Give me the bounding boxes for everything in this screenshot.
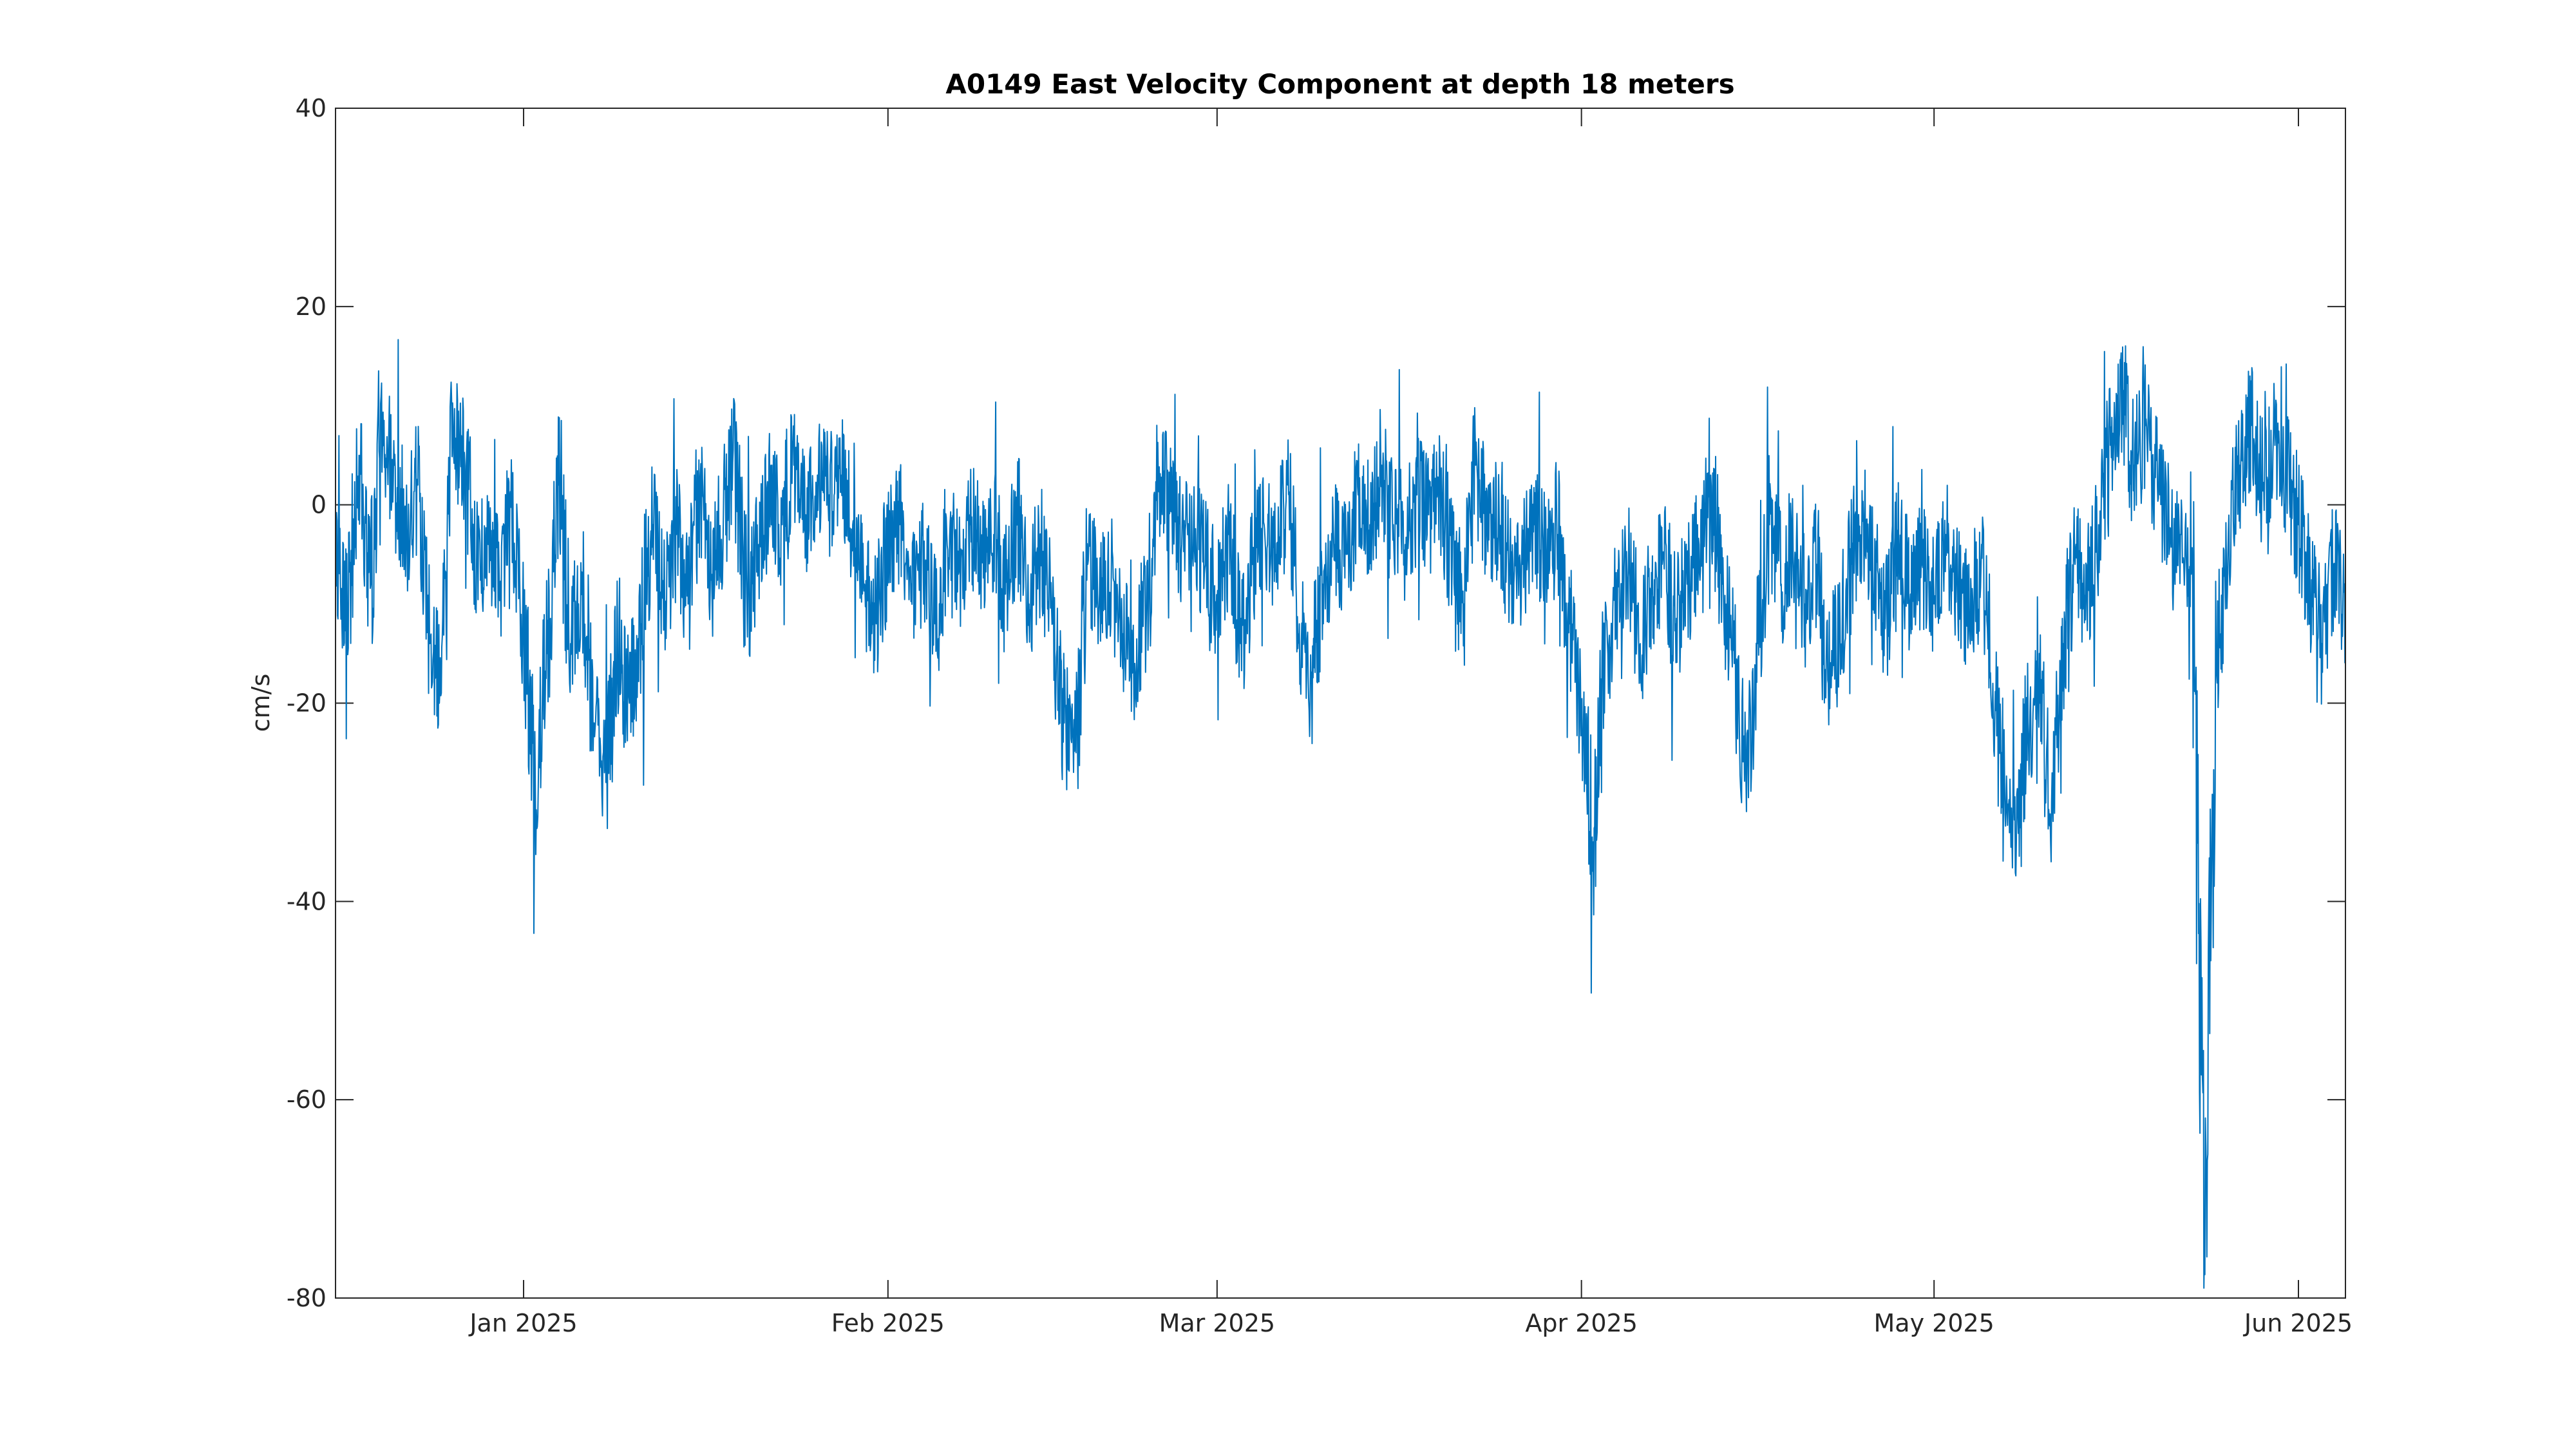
series-line bbox=[335, 339, 2346, 1289]
x-tick-label: Apr 2025 bbox=[1525, 1309, 1638, 1337]
ticks-layer: 40 20 0 -20 -40 -60 -80 Jan 2025 Feb 2025 Mar 202… bbox=[287, 94, 2353, 1337]
x-tick-label: Mar 2025 bbox=[1159, 1309, 1275, 1337]
labels-layer: A0149 East Velocity Component at depth 1… bbox=[247, 68, 1735, 732]
y-tick-label: 40 bbox=[296, 94, 327, 122]
y-tick-label: -20 bbox=[287, 689, 327, 718]
x-tick-label: May 2025 bbox=[1874, 1309, 1994, 1337]
x-tick-label: Feb 2025 bbox=[831, 1309, 945, 1337]
chart-title: A0149 East Velocity Component at depth 1… bbox=[945, 68, 1734, 100]
x-tick-label: Jun 2025 bbox=[2243, 1309, 2353, 1337]
series-layer bbox=[335, 339, 2346, 1289]
y-tick-label: 20 bbox=[296, 292, 327, 321]
y-axis-label: cm/s bbox=[247, 674, 275, 732]
y-tick-label: -60 bbox=[287, 1085, 327, 1114]
plot-frame bbox=[335, 108, 2346, 1299]
y-tick-label: -80 bbox=[287, 1284, 327, 1312]
x-tick-label: Jan 2025 bbox=[468, 1309, 577, 1337]
y-tick-label: 0 bbox=[311, 491, 327, 519]
plot-area bbox=[336, 108, 2345, 1298]
y-tick-label: -40 bbox=[287, 887, 327, 915]
